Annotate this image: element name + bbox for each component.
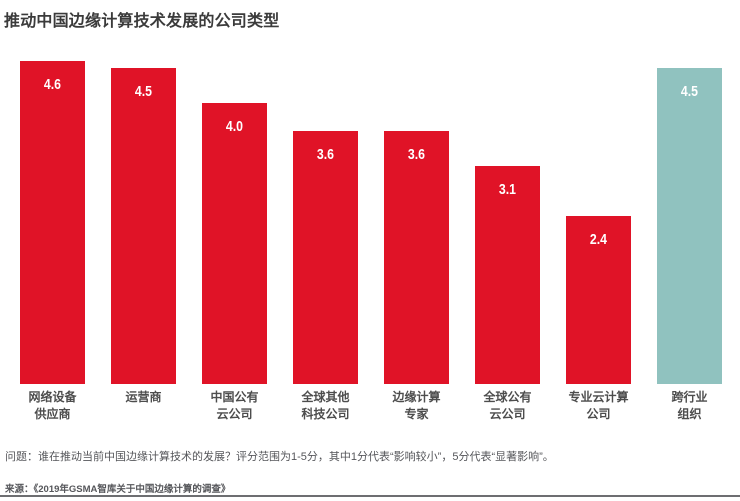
category-label: 专业云计算 公司 <box>566 389 631 423</box>
bar: 4.0 <box>202 103 267 384</box>
category-label-line: 专家 <box>404 407 429 421</box>
category-label: 边缘计算 专家 <box>384 389 449 423</box>
chart-source: 来源：《2019年GSMA智库关于中国边缘计算的调查》 <box>5 484 231 495</box>
chart-footnote: 问题：谁在推动当前中国边缘计算技术的发展？评分范围为1-5分，其中1分代表“影响… <box>5 451 554 463</box>
bar: 3.1 <box>475 166 540 384</box>
category-label: 中国公有 云公司 <box>202 389 267 423</box>
bar-value-label: 3.6 <box>316 146 335 164</box>
category-label-line: 中国公有 <box>210 390 259 404</box>
category-label-line: 组织 <box>677 407 702 421</box>
bar: 3.6 <box>384 131 449 384</box>
bar-value-label: 3.1 <box>498 181 517 199</box>
bar-highlighted: 4.5 <box>657 68 722 384</box>
category-label-line: 科技公司 <box>301 407 350 421</box>
bar-value-label: 2.4 <box>589 230 608 248</box>
category-label-line: 全球公有 <box>483 390 532 404</box>
category-label-line: 网络设备 <box>28 390 77 404</box>
category-label: 运营商 <box>111 389 176 423</box>
category-label-line: 公司 <box>586 407 611 421</box>
bar-value-label: 4.0 <box>225 118 244 136</box>
bar: 3.6 <box>293 131 358 384</box>
bar-value-label: 4.5 <box>680 83 699 101</box>
bar: 2.4 <box>566 215 631 384</box>
chart-title: 推动中国边缘计算技术发展的公司类型 <box>4 13 280 30</box>
bar: 4.6 <box>20 61 85 384</box>
chart-plot-area: 4.6 4.5 4.0 3.6 3.6 3.1 2.4 4.5 <box>0 33 740 384</box>
category-label-line: 云公司 <box>216 407 253 421</box>
bar: 4.5 <box>111 68 176 384</box>
category-label: 网络设备 供应商 <box>20 389 85 423</box>
bar-value-label: 4.6 <box>43 76 62 94</box>
bar-value-label: 3.6 <box>407 146 426 164</box>
category-label: 全球公有 云公司 <box>475 389 540 423</box>
category-label-line: 专业云计算 <box>568 390 629 404</box>
category-label-line: 全球其他 <box>301 390 350 404</box>
category-labels: 网络设备 供应商 运营商 中国公有 云公司 全球其他 科技公司 边缘计算 专家 全球公有 云公司 专业… <box>0 389 740 423</box>
category-label-line: 运营商 <box>125 390 162 404</box>
category-label-line: 供应商 <box>34 407 71 421</box>
category-label: 全球其他 科技公司 <box>293 389 358 423</box>
category-label-line: 跨行业 <box>671 390 708 404</box>
category-label-line: 边缘计算 <box>392 390 441 404</box>
bar-value-label: 4.5 <box>134 83 153 101</box>
bottom-divider <box>0 495 740 497</box>
category-label-line: 云公司 <box>489 407 526 421</box>
category-label: 跨行业 组织 <box>657 389 722 423</box>
